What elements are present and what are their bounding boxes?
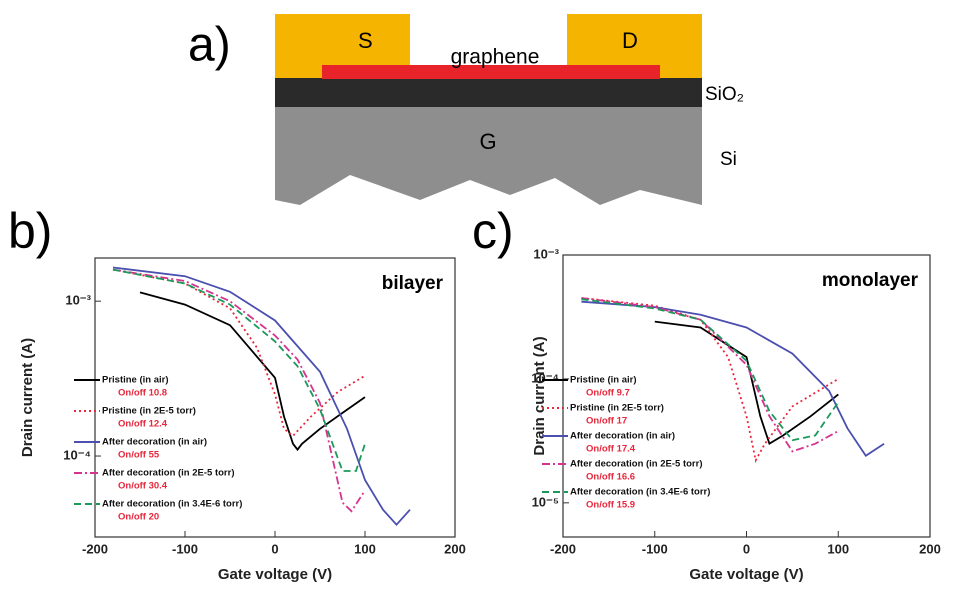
- series-line: [112, 268, 366, 438]
- chart-title: bilayer: [382, 273, 444, 294]
- series-line: [581, 298, 840, 442]
- device-diagram: a) S D graphene SiO₂ G Si: [188, 14, 744, 205]
- series-line: [139, 291, 366, 452]
- onoff-label: On/off 16.6: [586, 472, 635, 483]
- legend-label: Pristine (in air): [102, 375, 169, 386]
- chart: b) bilayer Gate voltage (V) Drain current (…: [8, 203, 466, 583]
- y-axis-label: Drain current (A): [19, 338, 36, 457]
- x-tick-label: 100: [827, 541, 849, 556]
- legend-label: After decoration (in 2E-5 torr): [570, 459, 703, 470]
- sio2-layer: [275, 78, 702, 107]
- x-tick-label: 100: [354, 541, 376, 556]
- legend-label: After decoration (in air): [102, 437, 207, 448]
- x-tick-label: 0: [271, 541, 278, 556]
- series-line: [112, 266, 411, 527]
- legend-label: Pristine (in 2E-5 torr): [102, 406, 196, 417]
- panel-label: b): [8, 203, 52, 259]
- x-tick-label: 0: [743, 541, 750, 556]
- onoff-label: On/off 55: [118, 450, 160, 461]
- x-tick-label: 200: [919, 541, 941, 556]
- y-tick-label: 10⁻³: [533, 246, 559, 261]
- x-axis-label: Gate voltage (V): [218, 566, 332, 583]
- panel-label: a): [188, 19, 231, 72]
- x-tick-label: -100: [642, 541, 668, 556]
- series-line: [581, 300, 885, 457]
- si-substrate: [275, 107, 702, 205]
- oxide-label: SiO₂: [705, 84, 744, 105]
- onoff-label: On/off 9.7: [586, 388, 630, 399]
- legend-label: After decoration (in 3.4E-6 torr): [102, 499, 242, 510]
- gate-label: G: [479, 129, 496, 154]
- source-label: S: [358, 28, 373, 53]
- x-tick-label: -100: [172, 541, 198, 556]
- legend-label: Pristine (in air): [570, 375, 637, 386]
- onoff-label: On/off 10.8: [118, 388, 167, 399]
- onoff-label: On/off 30.4: [118, 481, 168, 492]
- graphene-layer: [322, 65, 660, 79]
- onoff-label: On/off 20: [118, 512, 159, 523]
- y-tick-label: 10⁻³: [65, 293, 91, 308]
- graphene-label: graphene: [451, 46, 540, 69]
- onoff-label: On/off 17.4: [586, 444, 636, 455]
- x-tick-label: 200: [444, 541, 466, 556]
- onoff-label: On/off 17: [586, 416, 627, 427]
- legend-label: After decoration (in 2E-5 torr): [102, 468, 235, 479]
- y-tick-label: 10⁻⁴: [531, 370, 559, 385]
- x-axis-label: Gate voltage (V): [689, 566, 803, 583]
- series-line: [581, 297, 839, 453]
- legend-label: Pristine (in 2E-5 torr): [570, 403, 664, 414]
- series-line: [581, 297, 839, 463]
- y-axis-label: Drain current (A): [531, 336, 548, 455]
- series-line: [112, 268, 366, 513]
- x-tick-label: -200: [550, 541, 576, 556]
- legend-label: After decoration (in air): [570, 431, 675, 442]
- series-line: [654, 320, 839, 446]
- chart: c) monolayer Gate voltage (V) Drain current…: [472, 203, 941, 583]
- y-tick-label: 10⁻⁵: [532, 494, 559, 509]
- panel-label: c): [472, 203, 514, 259]
- series-line: [112, 268, 366, 472]
- onoff-label: On/off 15.9: [586, 500, 635, 511]
- chart-title: monolayer: [822, 270, 919, 291]
- y-tick-label: 10⁻⁴: [63, 447, 91, 462]
- onoff-label: On/off 12.4: [118, 419, 168, 430]
- drain-label: D: [622, 28, 638, 53]
- legend-label: After decoration (in 3.4E-6 torr): [570, 487, 710, 498]
- substrate-label: Si: [720, 149, 737, 170]
- x-tick-label: -200: [82, 541, 108, 556]
